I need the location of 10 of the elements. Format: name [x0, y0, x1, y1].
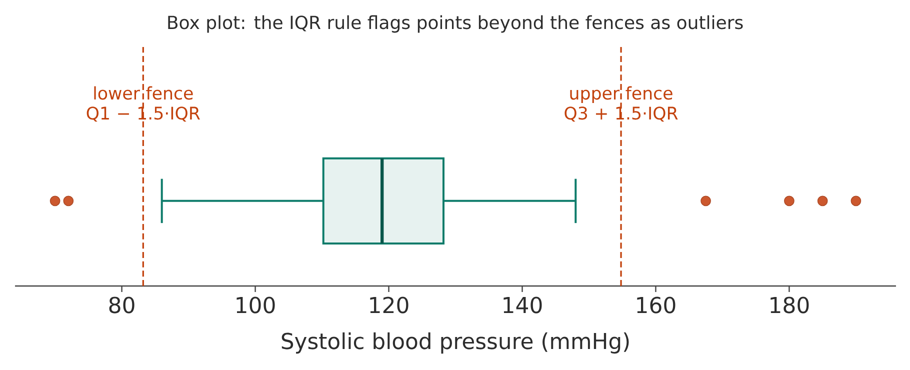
x-tick-label: 80: [109, 296, 134, 314]
ref-line-label: upper fence Q3 + 1.5·IQR: [564, 86, 678, 122]
x-tick-label: 160: [637, 296, 676, 314]
ref-line-label: lower fence Q1 − 1.5·IQR: [86, 86, 200, 122]
x-tick-label: 120: [370, 296, 408, 314]
x-tick-label: 140: [504, 296, 542, 314]
x-tick-label: 180: [770, 296, 809, 314]
x-tick-label: 100: [236, 296, 275, 314]
chart-title: Box plot: the IQR rule flags points beyond the fences as outliers: [168, 15, 743, 33]
x-axis-title: Systolic blood pressure (mmHg): [282, 332, 629, 354]
